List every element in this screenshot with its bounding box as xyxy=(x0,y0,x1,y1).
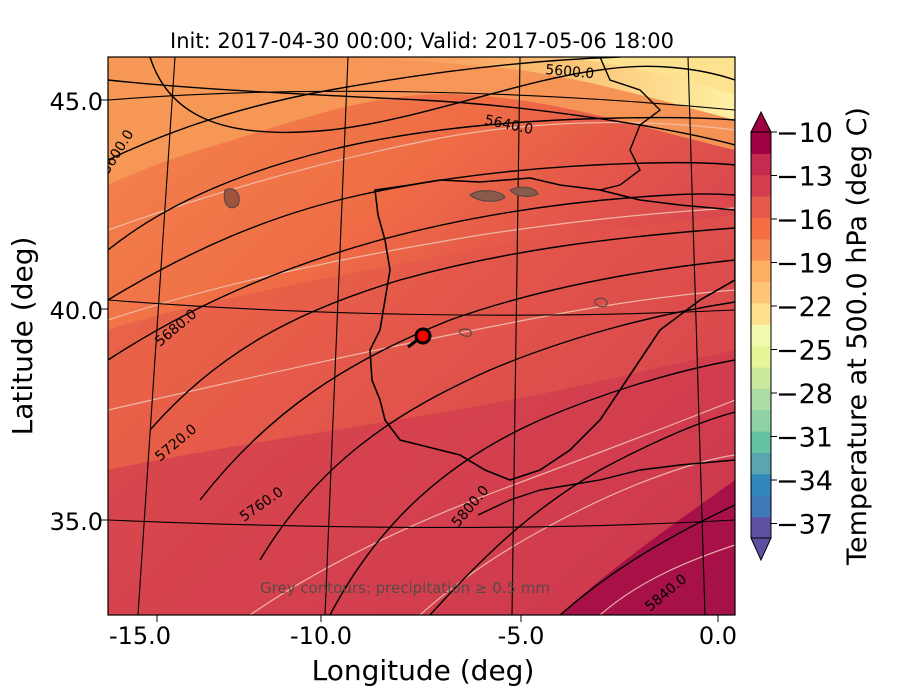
colorbar-swatch xyxy=(751,238,771,261)
x-tick-label: -15.0 xyxy=(109,622,171,650)
x-axis-label: Longitude (deg) xyxy=(312,654,535,687)
x-tick-label: -10.0 xyxy=(290,622,352,650)
colorbar-swatches xyxy=(750,110,772,562)
geopotential-contours xyxy=(108,57,735,615)
precipitation-note: Grey contours: precipitation ≥ 0.5 mm xyxy=(260,579,550,597)
colorbar-label: Temperature at 500.0 hPa (deg C) xyxy=(842,107,873,566)
colorbar: −10 −13 −16 −19 −22 −25 −28 −31 −34 −37 Temperatu… xyxy=(750,107,873,566)
colorbar-tick-label: −31 xyxy=(776,423,833,454)
france-coastline xyxy=(599,57,662,191)
colorbar-swatch xyxy=(751,388,771,411)
precipitation-contours xyxy=(223,186,608,337)
contour-label: 5600.0 xyxy=(545,62,595,82)
colorbar-swatch xyxy=(751,260,771,283)
colorbar-swatch xyxy=(751,174,771,197)
plot-title: Init: 2017-04-30 00:00; Valid: 2017-05-0… xyxy=(170,29,674,53)
colorbar-swatch xyxy=(751,367,771,389)
x-axis: -15.0 -10.0 -5.0 0.0 Longitude (deg) xyxy=(109,615,737,687)
colorbar-tick-label: −13 xyxy=(776,162,833,193)
y-tick-label: 40.0 xyxy=(50,297,103,325)
colorbar-tick-label: −28 xyxy=(776,379,833,410)
colorbar-swatch xyxy=(751,153,771,176)
colorbar-swatch xyxy=(751,516,771,539)
colorbar-swatch xyxy=(751,452,771,475)
colorbar-frame xyxy=(750,131,772,539)
colorbar-swatch xyxy=(751,345,771,368)
y-tick-label: 35.0 xyxy=(50,508,103,536)
colorbar-swatch xyxy=(751,473,771,496)
temperature-band-cool xyxy=(108,57,735,185)
map-area: 5600.0 5640.0 5600.0 5680.0 5720.0 5760.… xyxy=(108,57,735,615)
temperature-band-warmest xyxy=(560,480,735,615)
x-tick-label: 0.0 xyxy=(699,622,737,650)
y-tick-label: 45.0 xyxy=(50,88,103,116)
colorbar-ticks: −10 −13 −16 −19 −22 −25 −28 −31 −34 −37 xyxy=(771,118,833,541)
colorbar-swatch xyxy=(751,196,771,218)
temperature-band-warmer xyxy=(108,350,735,615)
colorbar-swatch xyxy=(751,324,771,347)
y-axis: 35.0 40.0 45.0 Latitude (deg) xyxy=(6,88,108,536)
colorbar-tick-label: −34 xyxy=(776,466,833,497)
colorbar-extend-max xyxy=(750,110,772,133)
colorbar-extend-min xyxy=(750,537,772,562)
temperature-band-coldest xyxy=(560,57,735,95)
x-tick-label: -5.0 xyxy=(498,622,545,650)
colorbar-swatch xyxy=(751,409,771,432)
colorbar-swatch xyxy=(751,431,771,454)
map-frame xyxy=(107,56,736,616)
graticule xyxy=(108,57,735,615)
iberia-coastline xyxy=(369,177,735,481)
colorbar-tick-label: −37 xyxy=(776,510,833,541)
colorbar-tick-label: −16 xyxy=(776,205,833,236)
temperature-band-cold xyxy=(340,57,735,120)
colorbar-swatch xyxy=(751,302,771,325)
colorbar-swatch xyxy=(751,217,771,240)
colorbar-tick-label: −25 xyxy=(776,336,833,367)
colorbar-tick-label: −10 xyxy=(776,118,833,149)
y-axis-label: Latitude (deg) xyxy=(6,237,39,436)
marker xyxy=(407,327,432,349)
colorbar-tick-label: −19 xyxy=(776,249,833,280)
africa-coastline xyxy=(477,459,735,516)
colorbar-swatch xyxy=(751,495,771,518)
colorbar-swatch xyxy=(751,281,771,304)
colorbar-swatch xyxy=(751,132,771,154)
colorbar-tick-label: −22 xyxy=(776,292,833,323)
